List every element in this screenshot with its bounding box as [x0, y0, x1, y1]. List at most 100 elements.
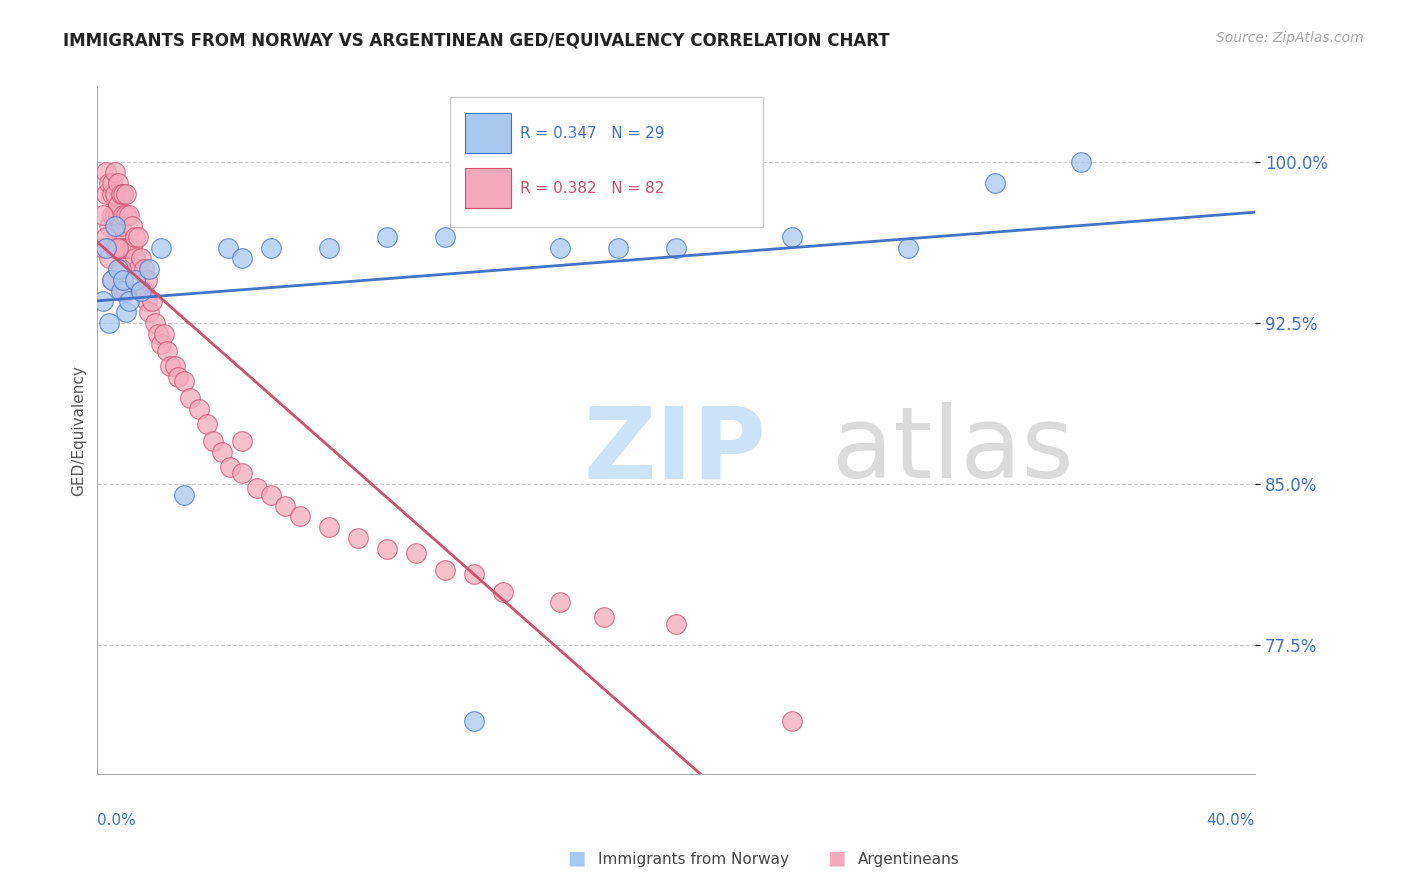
Point	[217, 241, 239, 255]
Point	[104, 165, 127, 179]
Point	[91, 294, 114, 309]
Point	[173, 374, 195, 388]
Point	[124, 273, 146, 287]
Point	[124, 252, 146, 266]
Point	[550, 595, 572, 609]
Point	[110, 219, 132, 233]
Point	[592, 610, 614, 624]
FancyBboxPatch shape	[465, 168, 510, 208]
Point	[150, 337, 173, 351]
Point	[346, 531, 368, 545]
Point	[318, 241, 340, 255]
Point	[97, 176, 120, 190]
Point	[115, 186, 138, 201]
Point	[101, 176, 124, 190]
Text: R = 0.382   N = 82: R = 0.382 N = 82	[520, 181, 664, 195]
Point	[124, 230, 146, 244]
Point	[260, 488, 283, 502]
FancyBboxPatch shape	[450, 96, 763, 227]
Point	[135, 294, 157, 309]
Point	[115, 305, 138, 319]
Point	[150, 241, 173, 255]
Text: Argentineans: Argentineans	[858, 852, 959, 867]
FancyBboxPatch shape	[465, 112, 510, 153]
Point	[107, 176, 129, 190]
Point	[110, 284, 132, 298]
Point	[173, 488, 195, 502]
Point	[375, 541, 398, 556]
Point	[115, 208, 138, 222]
Point	[897, 241, 920, 255]
Point	[104, 208, 127, 222]
Point	[260, 241, 283, 255]
Text: 40.0%: 40.0%	[1206, 813, 1256, 828]
Point	[110, 241, 132, 255]
Point	[112, 186, 135, 201]
Point	[132, 262, 155, 277]
Point	[115, 284, 138, 298]
Point	[97, 219, 120, 233]
Point	[146, 326, 169, 341]
Point	[112, 273, 135, 287]
Point	[104, 241, 127, 255]
Point	[167, 369, 190, 384]
Point	[110, 186, 132, 201]
Point	[231, 467, 253, 481]
Point	[129, 284, 152, 298]
Point	[94, 165, 117, 179]
Text: IMMIGRANTS FROM NORWAY VS ARGENTINEAN GED/EQUIVALENCY CORRELATION CHART: IMMIGRANTS FROM NORWAY VS ARGENTINEAN GE…	[63, 31, 890, 49]
Point	[665, 616, 688, 631]
Point	[463, 567, 485, 582]
Point	[104, 219, 127, 233]
Point	[1070, 154, 1092, 169]
Point	[138, 262, 160, 277]
Point	[433, 563, 456, 577]
Point	[159, 359, 181, 373]
Point	[118, 294, 141, 309]
Point	[491, 584, 513, 599]
Point	[129, 284, 152, 298]
Text: Immigrants from Norway: Immigrants from Norway	[598, 852, 789, 867]
Text: atlas: atlas	[832, 402, 1074, 500]
Point	[107, 241, 129, 255]
Point	[101, 273, 124, 287]
Point	[97, 316, 120, 330]
Text: R = 0.347   N = 29: R = 0.347 N = 29	[520, 126, 665, 141]
Point	[107, 197, 129, 211]
Point	[112, 208, 135, 222]
Point	[179, 391, 201, 405]
Point	[141, 294, 163, 309]
Point	[110, 262, 132, 277]
Point	[94, 230, 117, 244]
Point	[94, 241, 117, 255]
Point	[211, 445, 233, 459]
Point	[195, 417, 218, 431]
Point	[104, 186, 127, 201]
Point	[780, 714, 803, 728]
Point	[101, 186, 124, 201]
Point	[101, 208, 124, 222]
Point	[107, 208, 129, 222]
Point	[665, 241, 688, 255]
Point	[288, 509, 311, 524]
Point	[433, 230, 456, 244]
Point	[121, 241, 143, 255]
Text: ■: ■	[567, 848, 586, 867]
Point	[135, 273, 157, 287]
Point	[127, 230, 149, 244]
Point	[91, 241, 114, 255]
Point	[463, 714, 485, 728]
Point	[121, 219, 143, 233]
Point	[231, 434, 253, 448]
Point	[219, 459, 242, 474]
Text: 0.0%: 0.0%	[97, 813, 136, 828]
Point	[143, 316, 166, 330]
Point	[245, 482, 267, 496]
Point	[107, 230, 129, 244]
Point	[138, 305, 160, 319]
Point	[115, 241, 138, 255]
Point	[607, 241, 630, 255]
Point	[780, 230, 803, 244]
Point	[165, 359, 187, 373]
Point	[318, 520, 340, 534]
